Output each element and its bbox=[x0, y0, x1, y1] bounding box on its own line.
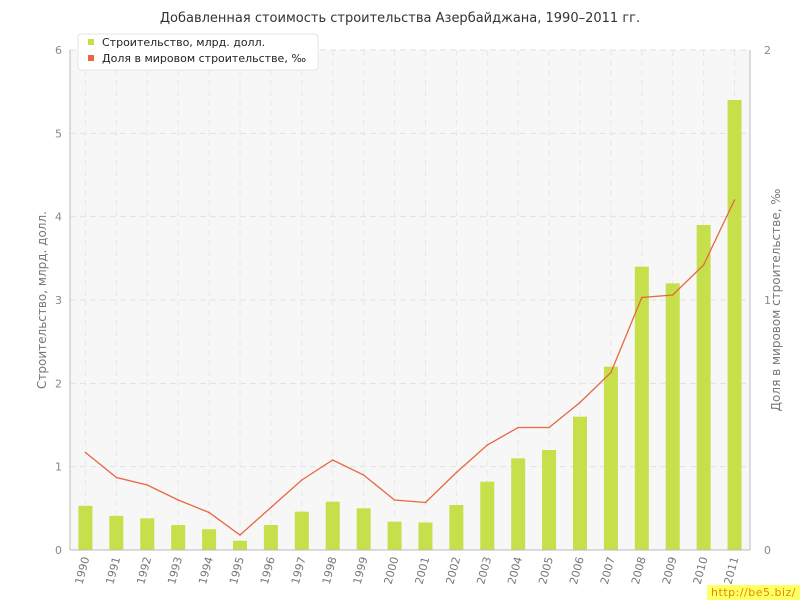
y-tick-label-left: 4 bbox=[55, 211, 62, 224]
x-tick-label: 1993 bbox=[165, 555, 185, 585]
line-point bbox=[301, 479, 303, 481]
line-point bbox=[270, 506, 272, 509]
y-axis-label-right: Доля в мировом строительстве, ‰ bbox=[769, 189, 783, 412]
bar bbox=[109, 515, 124, 550]
bar bbox=[78, 505, 93, 550]
share-line bbox=[85, 199, 736, 536]
x-tick-label: 1996 bbox=[258, 555, 278, 585]
x-tick-label: 1992 bbox=[134, 555, 154, 585]
legend: Строительство, млрд. долл. Доля в мирово… bbox=[77, 33, 319, 71]
y-tick-label-right: 1 bbox=[764, 294, 771, 307]
line-point bbox=[208, 511, 210, 514]
y-tick-label-right: 2 bbox=[764, 44, 771, 57]
bar bbox=[387, 521, 402, 550]
line-point bbox=[424, 501, 427, 504]
line-point bbox=[641, 296, 643, 299]
line-point bbox=[146, 484, 149, 486]
x-tick-label: 2006 bbox=[567, 555, 587, 585]
line-point bbox=[84, 451, 87, 454]
y-tick-label-left: 3 bbox=[55, 294, 62, 307]
x-tick-label: 1997 bbox=[289, 555, 309, 585]
bar bbox=[665, 283, 680, 550]
x-tick-label: 2002 bbox=[443, 555, 463, 585]
y-tick-label-right: 0 bbox=[764, 544, 771, 557]
x-tick-label: 1999 bbox=[351, 555, 371, 585]
bar bbox=[171, 525, 186, 550]
bar bbox=[480, 481, 495, 550]
chart-title: Добавленная стоимость строительства Азер… bbox=[160, 11, 640, 26]
x-tick-label: 1991 bbox=[103, 555, 123, 585]
line-point bbox=[455, 471, 458, 474]
line-point bbox=[393, 499, 396, 501]
bar bbox=[356, 508, 371, 550]
line-point bbox=[239, 534, 241, 536]
y-tick-label-left: 6 bbox=[55, 44, 62, 57]
line-point bbox=[548, 426, 550, 429]
x-tick-label: 2003 bbox=[474, 555, 494, 585]
bar bbox=[233, 540, 247, 550]
legend-label-line: Доля в мировом строительстве, ‰ bbox=[102, 52, 306, 65]
line-point bbox=[579, 401, 581, 404]
line-point bbox=[115, 476, 118, 479]
bar bbox=[325, 501, 340, 550]
line-point bbox=[671, 294, 674, 296]
legend-swatch-bars bbox=[88, 39, 94, 45]
line-point bbox=[702, 264, 705, 266]
x-tick-label: 1998 bbox=[320, 555, 340, 585]
bar bbox=[202, 529, 217, 550]
legend-box bbox=[77, 33, 319, 71]
x-tick-label: 2005 bbox=[536, 555, 556, 585]
line-point bbox=[610, 371, 612, 374]
bar bbox=[263, 525, 278, 550]
line-point bbox=[177, 499, 179, 501]
x-tick-label: 2000 bbox=[382, 555, 402, 585]
x-tick-label: 1995 bbox=[227, 555, 247, 585]
bar bbox=[511, 458, 526, 550]
y-tick-label-left: 0 bbox=[55, 544, 62, 557]
line-point bbox=[517, 426, 519, 429]
bar bbox=[727, 100, 742, 550]
y-axis-label-left: Строительство, млрд. долл. bbox=[35, 211, 49, 389]
x-tick-label: 2001 bbox=[413, 555, 433, 585]
bar bbox=[603, 366, 618, 550]
x-tick-label: 2004 bbox=[505, 555, 525, 585]
x-tick-label: 2009 bbox=[660, 555, 680, 585]
x-tick-label: 1990 bbox=[73, 555, 93, 585]
bar bbox=[449, 505, 464, 550]
line-point bbox=[331, 459, 334, 461]
y-tick-label-left: 5 bbox=[55, 127, 62, 140]
y-tick-label-left: 1 bbox=[55, 461, 62, 474]
x-tick-label: 1994 bbox=[196, 555, 216, 585]
grid-lines bbox=[70, 49, 750, 550]
x-tick-label: 2008 bbox=[629, 555, 649, 585]
bar bbox=[294, 511, 309, 550]
y-tick-label-left: 2 bbox=[55, 377, 62, 390]
bar bbox=[573, 416, 587, 550]
legend-label-bars: Строительство, млрд. долл. bbox=[102, 36, 265, 49]
x-tick-label: 2010 bbox=[691, 555, 711, 585]
legend-swatch-line bbox=[88, 55, 94, 61]
bar bbox=[696, 225, 711, 550]
line-series bbox=[84, 199, 736, 536]
bar bbox=[542, 450, 557, 550]
x-tick-label: 2011 bbox=[722, 555, 742, 585]
line-point bbox=[733, 199, 736, 201]
bar-series bbox=[78, 100, 742, 550]
bar bbox=[418, 522, 433, 550]
bar bbox=[140, 518, 155, 550]
watermark-link[interactable]: http://be5.biz/ bbox=[707, 585, 800, 600]
line-point bbox=[486, 444, 489, 446]
line-point bbox=[362, 474, 365, 476]
bar bbox=[634, 266, 649, 550]
x-tick-label: 2007 bbox=[598, 555, 618, 585]
